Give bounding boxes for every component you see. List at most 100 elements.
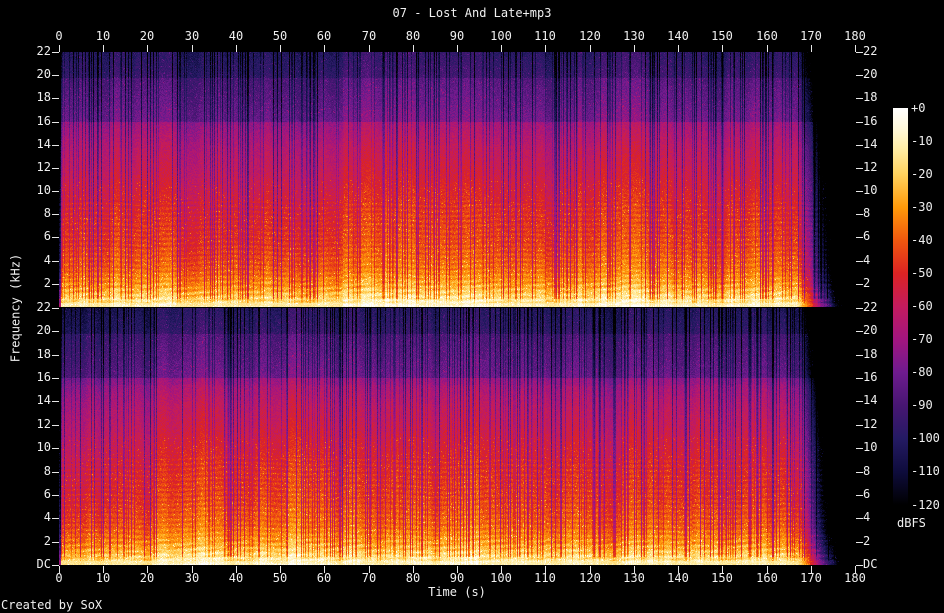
freq-tick-label-right: 22: [863, 300, 878, 314]
freq-tick-label-left: 16: [36, 114, 51, 128]
freq-tick-left: [52, 355, 59, 356]
time-tick-top: [501, 45, 502, 52]
time-tick-bottom: [192, 566, 193, 573]
freq-tick-right: [856, 542, 863, 543]
time-tick-bottom: [722, 566, 723, 573]
freq-tick-label-left: 8: [43, 206, 51, 220]
time-tick-top: [103, 45, 104, 52]
time-tick-top: [369, 45, 370, 52]
freq-tick-label-left: 20: [36, 67, 51, 81]
time-tick-label-bottom: 150: [711, 571, 733, 585]
freq-tick-left: [52, 75, 59, 76]
freq-tick-label-left: 18: [36, 347, 51, 361]
freq-tick-label-left: 22: [36, 44, 51, 58]
colorbar-tick-label: -110: [911, 464, 940, 479]
freq-tick-right: [856, 191, 863, 192]
time-tick-label-bottom: 140: [667, 571, 689, 585]
freq-tick-right: [856, 75, 863, 76]
freq-tick-label-right: 12: [863, 417, 878, 431]
freq-tick-right: [856, 378, 863, 379]
time-tick-label-top: 170: [800, 29, 822, 43]
time-tick-top: [236, 45, 237, 52]
freq-tick-left: [52, 425, 59, 426]
time-tick-label-bottom: 70: [361, 571, 377, 585]
freq-tick-label-left: 12: [36, 160, 51, 174]
colorbar-tick-label: -50: [911, 265, 933, 280]
freq-tick-left: [52, 542, 59, 543]
freq-tick-left: [52, 518, 59, 519]
freq-tick-label-left: 4: [43, 253, 51, 267]
freq-tick-left: [52, 448, 59, 449]
credit-text: Created by SoX: [1, 598, 103, 612]
time-tick-bottom: [590, 566, 591, 573]
freq-tick-label-left: 14: [36, 137, 51, 151]
freq-tick-label-right: 2: [863, 276, 871, 290]
freq-tick-label-right: 10: [863, 183, 878, 197]
colorbar-tick-label: -40: [911, 232, 933, 247]
time-tick-bottom: [457, 566, 458, 573]
freq-tick-label-left: 4: [43, 510, 51, 524]
time-tick-label-bottom: 20: [139, 571, 155, 585]
time-tick-top: [811, 45, 812, 52]
freq-tick-left: [52, 214, 59, 215]
time-tick-label-bottom: 90: [449, 571, 465, 585]
freq-tick-right: [856, 98, 863, 99]
freq-tick-left: [52, 122, 59, 123]
time-tick-label-top: 30: [184, 29, 200, 43]
time-tick-label-top: 140: [667, 29, 689, 43]
freq-tick-label-right: 18: [863, 347, 878, 361]
time-tick-bottom: [413, 566, 414, 573]
colorbar-unit-label: dBFS: [897, 516, 926, 530]
freq-tick-label-right: 20: [863, 323, 878, 337]
colorbar-tick-label: -30: [911, 199, 933, 214]
freq-tick-label-left: 2: [43, 534, 51, 548]
freq-tick-right: [856, 214, 863, 215]
time-tick-label-bottom: 130: [623, 571, 645, 585]
freq-tick-label-right: 4: [863, 510, 871, 524]
time-tick-top: [413, 45, 414, 52]
time-tick-label-bottom: 80: [405, 571, 421, 585]
freq-tick-right: [856, 122, 863, 123]
time-tick-label-bottom: 170: [800, 571, 822, 585]
freq-tick-label-right: 8: [863, 464, 871, 478]
freq-tick-label-left: 16: [36, 370, 51, 384]
freq-tick-right: [856, 308, 863, 309]
time-tick-label-top: 110: [534, 29, 556, 43]
freq-tick-left: [52, 495, 59, 496]
freq-tick-label-right: 12: [863, 160, 878, 174]
time-tick-label-top: 90: [449, 29, 465, 43]
time-tick-top: [855, 45, 856, 52]
time-tick-bottom: [147, 566, 148, 573]
time-tick-label-top: 70: [361, 29, 377, 43]
time-tick-top: [280, 45, 281, 52]
time-tick-top: [324, 45, 325, 52]
time-tick-label-bottom: 10: [95, 571, 111, 585]
time-tick-label-bottom: 110: [534, 571, 556, 585]
freq-tick-label-left: 10: [36, 440, 51, 454]
time-tick-bottom: [634, 566, 635, 573]
freq-tick-label-left: 12: [36, 417, 51, 431]
time-tick-label-top: 0: [55, 29, 63, 43]
spectrogram-channel-left: [59, 52, 855, 307]
colorbar-tick-label: -80: [911, 365, 933, 380]
freq-tick-label-right: 6: [863, 229, 871, 243]
time-tick-label-bottom: 30: [184, 571, 200, 585]
freq-tick-right: [856, 331, 863, 332]
freq-tick-right: [856, 168, 863, 169]
freq-tick-left: [52, 472, 59, 473]
colorbar-tick-label: -100: [911, 431, 940, 446]
freq-tick-label-right: 16: [863, 370, 878, 384]
freq-tick-left: [52, 145, 59, 146]
time-tick-label-bottom: 0: [55, 571, 63, 585]
freq-tick-right: [856, 565, 863, 566]
freq-axis-label: Frequency (kHz): [8, 253, 23, 363]
freq-tick-right: [856, 448, 863, 449]
freq-tick-left: [52, 565, 59, 566]
freq-tick-label-left: 10: [36, 183, 51, 197]
freq-tick-label-right: 2: [863, 534, 871, 548]
freq-tick-label-right: 20: [863, 67, 878, 81]
title: 07 - Lost And Late+mp3: [392, 6, 552, 20]
colorbar-gradient: [893, 108, 908, 505]
time-tick-top: [147, 45, 148, 52]
freq-tick-label-left: 18: [36, 90, 51, 104]
